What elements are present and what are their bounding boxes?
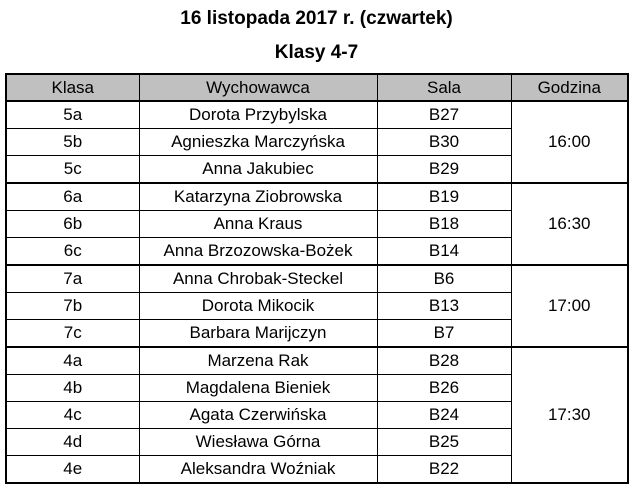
cell-wychowawca: Magdalena Bieniek [138,374,378,402]
cell-sala: B6 [376,264,512,293]
cell-wychowawca: Marzena Rak [138,346,378,375]
cell-klasa: 4a [5,346,140,375]
cell-klasa: 7c [5,319,140,348]
cell-klasa: 5c [5,155,140,184]
cell-wychowawca: Agata Czerwińska [138,401,378,429]
cell-klasa: 4c [5,401,140,429]
table-row: 6a Katarzyna Ziobrowska B19 16:30 [5,182,629,266]
cell-godzina: 16:00 [510,100,629,184]
table-row: 7a Anna Chrobak-Steckel B6 17:00 [5,264,629,348]
table-row: 6b Anna Kraus B18 [5,210,628,238]
cell-klasa: 6a [5,182,140,211]
cell-klasa: 6c [5,237,140,266]
cell-wychowawca: Barbara Marijczyn [138,319,378,348]
table-row: 6c Anna Brzozowska-Bożek B14 [5,237,628,266]
cell-sala: B19 [376,182,512,211]
cell-godzina: 17:30 [510,346,629,484]
document-title-classes: Klasy 4-7 [274,42,359,63]
meeting-schedule-table: Klasa Wychowawca Sala Godzina 5a Dorota … [5,73,629,484]
cell-klasa: 5b [5,128,140,156]
cell-klasa: 7b [5,292,140,320]
cell-sala: B24 [376,401,512,429]
table-row: 7b Dorota Mikocik B13 [5,292,628,320]
cell-sala: B26 [376,374,512,402]
table-row: 5b Agnieszka Marczyńska B30 [5,128,628,156]
table-row: 4c Agata Czerwińska B24 [5,401,628,429]
cell-wychowawca: Anna Brzozowska-Bożek [138,237,378,266]
cell-wychowawca: Anna Jakubiec [138,155,378,184]
cell-klasa: 4e [5,455,140,484]
cell-klasa: 6b [5,210,140,238]
table-header: Klasa Wychowawca Sala Godzina [5,73,629,102]
cell-wychowawca: Agnieszka Marczyńska [138,128,378,156]
cell-klasa: 4b [5,374,140,402]
table-row: 5a Dorota Przybylska B27 16:00 [5,100,629,184]
table-row: 4b Magdalena Bieniek B26 [5,374,628,402]
cell-sala: B14 [376,237,512,266]
cell-sala: B13 [376,292,512,320]
cell-godzina: 17:00 [510,264,629,348]
cell-klasa: 7a [5,264,140,293]
cell-godzina: 16:30 [510,182,629,266]
table-row: 7c Barbara Marijczyn B7 [5,319,628,348]
cell-sala: B29 [376,155,512,184]
cell-sala: B30 [376,128,512,156]
column-header-klasa: Klasa [5,73,140,102]
cell-wychowawca: Dorota Przybylska [138,100,378,129]
cell-wychowawca: Aleksandra Woźniak [138,455,378,484]
table-row: 4e Aleksandra Woźniak B22 [5,455,628,484]
cell-sala: B22 [376,455,512,484]
cell-sala: B25 [376,428,512,456]
column-header-wychowawca: Wychowawca [138,73,378,102]
header-row: Klasa Wychowawca Sala Godzina [5,73,629,102]
cell-sala: B27 [376,100,512,129]
cell-wychowawca: Dorota Mikocik [138,292,378,320]
cell-klasa: 5a [5,100,140,129]
document-title-date: 16 listopada 2017 r. (czwartek) [180,8,453,29]
column-header-godzina: Godzina [510,73,629,102]
cell-sala: B28 [376,346,512,375]
column-header-sala: Sala [376,73,512,102]
table-row: 5c Anna Jakubiec B29 [5,155,628,184]
cell-wychowawca: Anna Chrobak-Steckel [138,264,378,293]
table-row: 4d Wiesława Górna B25 [5,428,628,456]
cell-wychowawca: Wiesława Górna [138,428,378,456]
cell-sala: B18 [376,210,512,238]
cell-sala: B7 [376,319,512,348]
table-body: 5a Dorota Przybylska B27 16:00 5b Agnies… [5,100,629,484]
cell-klasa: 4d [5,428,140,456]
cell-wychowawca: Anna Kraus [138,210,378,238]
table-row: 4a Marzena Rak B28 17:30 [5,346,629,484]
cell-wychowawca: Katarzyna Ziobrowska [138,182,378,211]
